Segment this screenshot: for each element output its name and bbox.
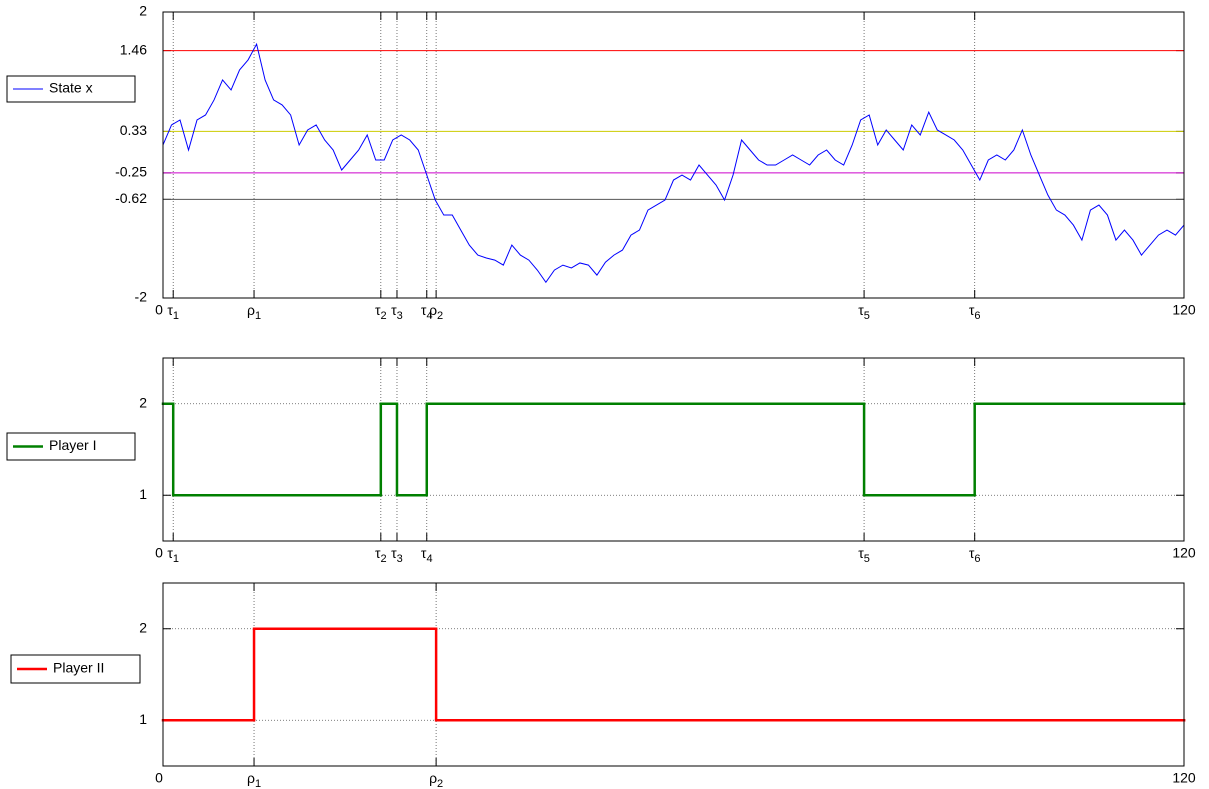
x-tick-label: τ1 (167, 302, 179, 322)
x-tick-label: τ5 (858, 545, 870, 565)
x-tick-label: τ4 (421, 545, 433, 565)
y-tick-label: 0.33 (120, 122, 147, 138)
x-tick-label: 0 (155, 545, 163, 561)
x-tick-label: 120 (1172, 770, 1196, 786)
axes-box (162, 582, 1185, 767)
y-tick-label: 2 (139, 619, 147, 635)
x-tick-label: τ1 (167, 545, 179, 565)
x-tick-label: τ2 (375, 545, 387, 565)
x-tick-label: τ2 (375, 302, 387, 322)
plot-area (163, 583, 1184, 766)
x-tick-label: τ6 (969, 302, 981, 322)
plot-area (163, 12, 1184, 298)
x-tick-label: τ3 (391, 302, 403, 322)
x-tick-label: ρ1 (247, 770, 261, 789)
y-tick-label: 1 (139, 711, 147, 727)
x-tick-label: ρ2 (429, 770, 443, 789)
axes-box (162, 357, 1185, 542)
axes-box (162, 11, 1185, 299)
x-tick-label: 120 (1172, 302, 1196, 318)
x-tick-label: ρ2 (429, 302, 443, 322)
legend-label: Player I (49, 437, 96, 453)
x-tick-label: τ5 (858, 302, 870, 322)
x-tick-label: τ6 (969, 545, 981, 565)
x-tick-label: 0 (155, 302, 163, 318)
x-tick-label: 120 (1172, 545, 1196, 561)
legend-box (10, 654, 141, 684)
state-line (162, 42, 1185, 284)
y-tick-label: -0.25 (115, 164, 147, 180)
plot-area (163, 358, 1184, 541)
x-tick-label: ρ1 (247, 302, 261, 322)
x-tick-label: 0 (155, 770, 163, 786)
y-tick-label: 1.46 (120, 41, 147, 57)
y-tick-label: 1 (139, 486, 147, 502)
y-tick-label: -0.62 (115, 190, 147, 206)
x-tick-label: τ4 (421, 302, 433, 322)
x-tick-label: τ3 (391, 545, 403, 565)
y-tick-label: 2 (139, 3, 147, 19)
legend-label: Player II (53, 660, 104, 676)
y-tick-label: -2 (135, 289, 148, 305)
legend-label: State x (49, 80, 93, 96)
y-tick-label: 2 (139, 394, 147, 410)
